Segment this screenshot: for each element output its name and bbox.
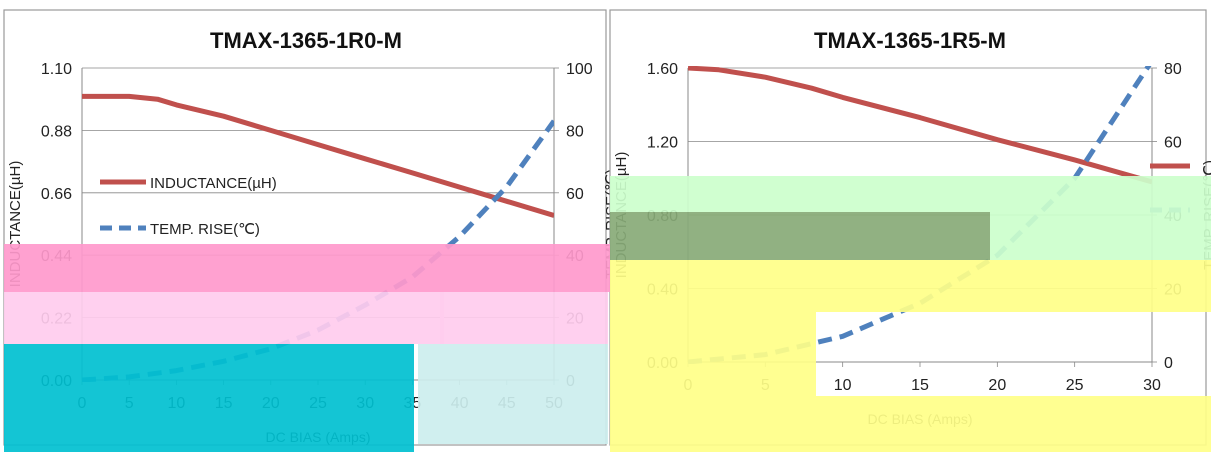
x-tick-label: 25 [1066, 377, 1084, 394]
glitch-block [418, 344, 608, 444]
y-left-tick-label: 0.88 [41, 123, 72, 140]
glitch-block [4, 344, 414, 452]
y-right-tick-label: 0 [1164, 355, 1173, 372]
glitch-block [610, 176, 990, 212]
y-right-tick-label: 60 [566, 186, 584, 203]
y-left-tick-label: 1.20 [647, 135, 678, 152]
glitch-block [610, 312, 816, 396]
x-tick-label: 10 [834, 377, 852, 394]
glitch-block [4, 292, 444, 344]
y-right-tick-label: 80 [1164, 61, 1182, 78]
legend-label: INDUCTANCE(µH) [150, 175, 277, 192]
inductance-series-line [82, 93, 554, 218]
glitch-block [610, 212, 990, 260]
x-tick-label: 15 [911, 377, 929, 394]
y-right-tick-label: 80 [566, 123, 584, 140]
chart-title: TMAX-1365-1R0-M [210, 28, 402, 53]
chart-title: TMAX-1365-1R5-M [814, 28, 1006, 53]
inductance-series-line [688, 66, 1152, 185]
y-left-tick-label: 1.60 [647, 61, 678, 78]
legend-label: TEMP. RISE(℃) [150, 221, 260, 238]
y-right-tick-label: 100 [566, 61, 593, 78]
y-left-tick-label: 0.66 [41, 186, 72, 203]
glitch-block [610, 260, 1211, 312]
glitch-block [610, 396, 1211, 452]
glitch-block [990, 176, 1211, 260]
y-right-tick-label: 60 [1164, 135, 1182, 152]
glitch-block [4, 244, 610, 292]
glitch-block [440, 292, 608, 344]
glitch-overlay-layer [4, 176, 1211, 452]
x-tick-label: 20 [988, 377, 1006, 394]
y-left-tick-label: 1.10 [41, 61, 72, 78]
x-tick-label: 30 [1143, 377, 1161, 394]
